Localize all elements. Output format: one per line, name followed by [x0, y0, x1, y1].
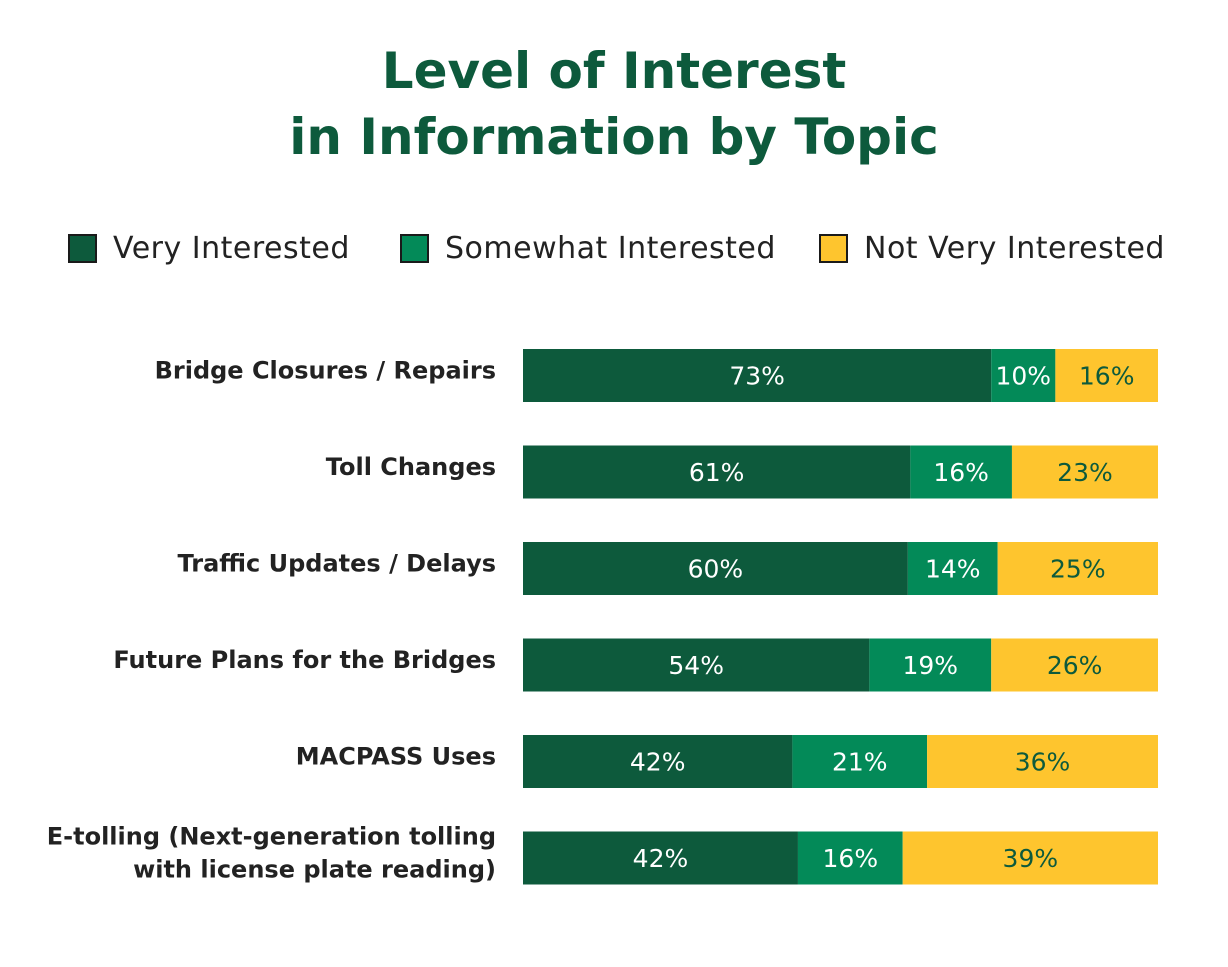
data-label: 21%: [832, 748, 888, 777]
data-label: 54%: [668, 651, 724, 680]
bar-segment: [997, 542, 1158, 595]
data-label: 42%: [633, 844, 689, 873]
bar-segment: [797, 831, 903, 885]
data-label: 10%: [996, 362, 1052, 391]
data-label: 16%: [933, 458, 989, 487]
bar-segment: [991, 638, 1158, 692]
bar-segment: [1011, 445, 1158, 499]
data-label: 39%: [1003, 844, 1059, 873]
bar-segment: [792, 735, 928, 788]
chart-title-line-1: Level of Interest: [381, 42, 847, 100]
bar-segment: [523, 638, 870, 692]
chart-title-line-2: in Information by Topic: [289, 108, 939, 166]
legend: Very Interested Somewhat Interested Not …: [68, 228, 1168, 268]
bar-segment: [523, 735, 793, 788]
category-label: Future Plans for the Bridges: [113, 646, 496, 674]
category-label: Bridge Closures / Repairs: [155, 357, 496, 385]
bar-segment: [907, 542, 998, 595]
legend-swatch-not-very-interested: [819, 233, 848, 263]
legend-swatch-somewhat-interested: [400, 233, 429, 263]
data-label: 16%: [1079, 362, 1135, 391]
legend-label-somewhat-interested: Somewhat Interested: [445, 230, 776, 266]
bar-segment: [991, 349, 1056, 402]
legend-item-not-very-interested: Not Very Interested: [819, 228, 1165, 268]
bar-segment: [523, 445, 911, 499]
bar-segment: [902, 831, 1158, 885]
data-label: 42%: [630, 748, 686, 777]
data-label: 16%: [823, 844, 879, 873]
legend-label-very-interested: Very Interested: [113, 230, 350, 266]
bar-segment: [910, 445, 1012, 499]
bar-segment: [927, 735, 1158, 788]
data-label: 23%: [1057, 458, 1113, 487]
bar-segment: [1055, 349, 1158, 402]
category-label: Toll Changes: [326, 453, 496, 481]
data-label: 26%: [1047, 651, 1103, 680]
legend-label-not-very-interested: Not Very Interested: [864, 230, 1165, 266]
data-label: 60%: [688, 555, 744, 584]
category-label: MACPASS Uses: [296, 743, 496, 771]
bar-segment: [869, 638, 992, 692]
category-label: E-tolling (Next-generation tolling with l…: [47, 823, 496, 884]
data-label: 19%: [903, 651, 959, 680]
legend-item-very-interested: Very Interested: [68, 228, 350, 268]
bar-segment: [523, 542, 908, 595]
bar-segment: [523, 831, 798, 885]
chart-title: Level of Interest in Information by Topi…: [0, 38, 1228, 170]
data-label: 14%: [925, 555, 981, 584]
bar-segment: [523, 349, 992, 402]
data-label: 73%: [729, 362, 785, 391]
legend-swatch-very-interested: [68, 233, 97, 263]
category-label: Traffic Updates / Delays: [178, 550, 496, 578]
data-label: 36%: [1015, 748, 1071, 777]
data-label: 25%: [1050, 555, 1106, 584]
legend-item-somewhat-interested: Somewhat Interested: [400, 228, 776, 268]
data-label: 61%: [689, 458, 745, 487]
